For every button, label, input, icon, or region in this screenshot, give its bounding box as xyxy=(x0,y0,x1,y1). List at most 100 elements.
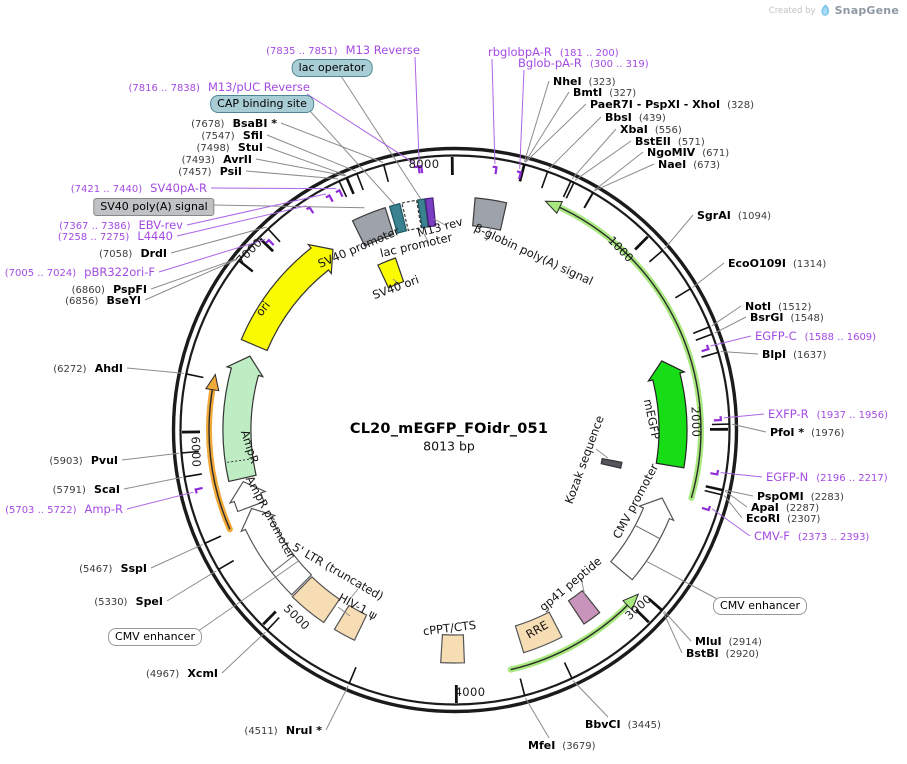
site-label-egfp-c[interactable]: EGFP-C (1588 .. 1609) xyxy=(755,328,876,344)
site-label-sgrai[interactable]: SgrAI (1094) xyxy=(697,207,771,223)
feature-megfp[interactable] xyxy=(647,360,688,469)
site-tick-bsrgi xyxy=(695,333,713,341)
site-name: M13/pUC Reverse xyxy=(207,80,310,94)
site-label-bsabi[interactable]: (7678) BsaBI * xyxy=(191,115,277,131)
leader-amp-r xyxy=(126,491,194,510)
site-name: BsaBI * xyxy=(232,117,277,130)
site-label-l4440[interactable]: (7258 .. 7275) L4440 xyxy=(58,228,173,244)
site-label-nrui[interactable]: (4511) NruI * xyxy=(244,722,322,738)
feature-lac-operator[interactable] xyxy=(417,198,429,229)
site-label-sv40pa-r[interactable]: (7421 .. 7440) SV40pA-R xyxy=(71,180,207,196)
feature-ori[interactable] xyxy=(240,243,334,352)
primer-marks-layer xyxy=(194,164,722,512)
feature-label-sv40-poly-a-signal[interactable]: SV40 poly(A) signal xyxy=(93,198,215,216)
feature-sv40-ori[interactable] xyxy=(377,257,405,289)
primer-mark-egfp-n xyxy=(710,469,720,476)
site-label-bmti[interactable]: BmtI (327) xyxy=(573,84,636,100)
site-label-paer7i-pspxi-xhoi[interactable]: PaeR7I - PspXI - XhoI (328) xyxy=(590,96,754,112)
primer-mark-ebv-rev xyxy=(325,194,334,203)
feature-name-cppt-cts[interactable]: cPPT/CTS xyxy=(422,618,477,638)
feature-cap-binding-site[interactable] xyxy=(388,202,408,234)
site-name: MfeI xyxy=(528,739,556,752)
primer-mark-exfp-r xyxy=(713,416,722,422)
site-label-stui[interactable]: (7498) StuI xyxy=(196,139,263,155)
site-label-nhei[interactable]: NheI (323) xyxy=(553,73,615,89)
leader-apai xyxy=(724,490,748,508)
site-label-rbglobpa-r[interactable]: rbglobpA-R (181 .. 200) xyxy=(488,44,619,60)
site-label-ecori[interactable]: EcoRI (2307) xyxy=(746,510,820,526)
leader-psii xyxy=(245,170,339,180)
site-label-naei[interactable]: NaeI (673) xyxy=(658,156,720,172)
site-label-scai[interactable]: (5791) ScaI xyxy=(53,481,120,497)
site-label-ecoo109i[interactable]: EcoO109I (1314) xyxy=(728,255,826,271)
site-label-bsteii[interactable]: BstEII (571) xyxy=(635,133,705,149)
feature-m13-rev[interactable] xyxy=(424,197,437,228)
feature-hiv-1[interactable] xyxy=(333,604,368,641)
site-label-bbvci[interactable]: BbvCI (3445) xyxy=(585,716,661,732)
feature-5-ltr-truncated[interactable] xyxy=(240,507,313,596)
feature-label-cmv-enhancer[interactable]: CMV enhancer xyxy=(713,597,807,615)
site-label-xbai[interactable]: XbaI (556) xyxy=(620,121,682,137)
site-label-exfp-r[interactable]: EXFP-R (1937 .. 1956) xyxy=(768,406,888,422)
site-label-mlui[interactable]: MluI (2914) xyxy=(695,633,762,649)
feature-label-cap-binding-site[interactable]: CAP binding site xyxy=(210,95,314,113)
site-label-apai[interactable]: ApaI (2287) xyxy=(751,499,819,515)
site-label-blpi[interactable]: BlpI (1637) xyxy=(762,346,826,362)
site-label-avrii[interactable]: (7493) AvrII xyxy=(182,151,252,167)
leader-lac-operator xyxy=(340,75,422,200)
leader-sgrai xyxy=(664,214,694,250)
site-label-bsrgi[interactable]: BsrGI (1548) xyxy=(750,309,824,325)
site-label-psii[interactable]: (7457) PsiI xyxy=(178,163,242,179)
feature-sv40-promoter[interactable] xyxy=(351,206,395,247)
feature-label-lac-operator[interactable]: lac operator xyxy=(291,59,373,77)
leader-blpi xyxy=(720,351,759,355)
site-label-ebv-rev[interactable]: (7367 .. 7386) EBV-rev xyxy=(59,217,183,233)
site-label-pspomi[interactable]: PspOMI (2283) xyxy=(757,488,844,504)
leader-pvui xyxy=(121,452,180,461)
feature-gp41-peptide[interactable] xyxy=(567,589,601,625)
site-label-m13-reverse[interactable]: (7835 .. 7851) M13 Reverse xyxy=(266,42,420,58)
primer-mark-pbr322ori-f xyxy=(265,238,275,246)
site-label-pvui[interactable]: (5903) PvuI xyxy=(49,452,118,468)
site-label-cmv-f[interactable]: CMV-F (2373 .. 2393) xyxy=(754,528,869,544)
site-label-ahdi[interactable]: (6272) AhdI xyxy=(53,360,123,376)
primer-mark-cmv-f xyxy=(701,505,711,512)
site-label-bglob-pa-r[interactable]: Bglob-pA-R (300 .. 319) xyxy=(518,55,649,71)
site-label-pfoi[interactable]: PfoI * (1976) xyxy=(770,424,844,440)
feature-label-cmv-enhancer[interactable]: CMV enhancer xyxy=(108,628,202,646)
site-label-xcmi[interactable]: (4967) XcmI xyxy=(146,665,218,681)
feature-kozak-sequence[interactable] xyxy=(600,457,623,469)
site-label-ngomiv[interactable]: NgoMIV (671) xyxy=(647,144,729,160)
feature-ltr-segment[interactable] xyxy=(291,575,341,624)
site-position: (6272) xyxy=(53,364,90,375)
feature-ampr-promoter[interactable] xyxy=(228,480,267,513)
site-position: (3679) xyxy=(562,741,596,752)
site-position: (2307) xyxy=(787,514,821,525)
site-label-sfii[interactable]: (7547) SfiI xyxy=(201,127,263,143)
site-label-drdi[interactable]: (7058) DrdI xyxy=(99,245,167,261)
feature-ampr[interactable] xyxy=(222,355,265,483)
site-name: BlpI xyxy=(762,348,787,361)
site-label-amp-r[interactable]: (5703 .. 5722) Amp-R xyxy=(5,501,123,517)
site-name: Bglob-pA-R xyxy=(518,56,582,70)
feature-cmv-promoter[interactable] xyxy=(609,497,675,581)
feature-globin-poly-a-signal[interactable] xyxy=(472,197,508,231)
feature-rre[interactable] xyxy=(514,611,563,654)
site-label-egfp-n[interactable]: EGFP-N (2196 .. 2217) xyxy=(766,469,888,485)
site-name: M13 Reverse xyxy=(345,43,420,57)
site-label-m13-puc-reverse[interactable]: (7816 .. 7838) M13/pUC Reverse xyxy=(129,79,310,95)
site-position: (439) xyxy=(638,113,666,124)
site-name: EcoO109I xyxy=(728,257,786,270)
feature-lac-promoter[interactable] xyxy=(401,199,422,232)
site-label-noti[interactable]: NotI (1512) xyxy=(745,298,811,314)
site-label-bbsi[interactable]: BbsI (439) xyxy=(605,109,666,125)
site-label-bseyi[interactable]: (6856) BseYI xyxy=(65,292,141,308)
site-label-sspi[interactable]: (5467) SspI xyxy=(79,560,147,576)
site-label-mfei[interactable]: MfeI (3679) xyxy=(528,737,596,753)
feature-cppt-cts[interactable] xyxy=(440,633,466,664)
site-label-pspfi[interactable]: (6860) PspFI xyxy=(72,281,147,297)
site-label-pbr322ori-f[interactable]: (7005 .. 7024) pBR322ori-F xyxy=(5,264,155,280)
site-label-bstbi[interactable]: BstBI (2920) xyxy=(686,645,759,661)
site-label-spei[interactable]: (5330) SpeI xyxy=(94,593,163,609)
leader-nrui xyxy=(325,685,349,731)
